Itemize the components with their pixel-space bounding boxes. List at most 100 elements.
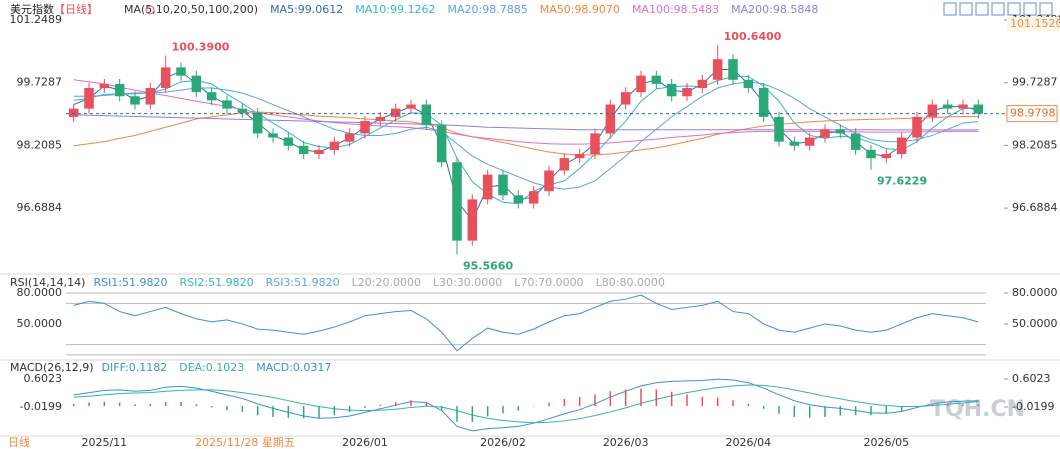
candle-body [942,104,953,109]
candle-body [314,149,324,155]
candle-body [406,104,416,109]
icon[interactable] [975,2,989,16]
candle-body [682,88,692,97]
candle-body [927,104,938,117]
y-tick-label: -0.0199 [20,400,62,413]
x-tick-label: 2026/04 [725,436,771,449]
candle-body [344,133,355,142]
candle-body [160,67,171,89]
candle-body [283,137,294,146]
y-tick-label: 50.0000 [17,317,63,330]
cursor-date: 2025/11/28 星期五 [195,436,295,449]
y-tick-label-right: 96.6884 [1012,201,1058,214]
low-annotation: 95.5660 [463,259,513,272]
candle-body [590,133,600,155]
candle-body [206,92,217,101]
series-line [73,294,979,352]
series-line [73,384,979,424]
marker-price-label: 101.1520 [1010,17,1060,30]
legend-entry: MA200:98.5848 [731,3,818,16]
candle-body [513,195,524,204]
candle-body [360,121,370,134]
legend-entry: DIFF:0.1182 [102,361,168,374]
icon[interactable] [959,2,973,16]
period-label: 【日线】 [54,2,98,16]
x-tick-label: 2025/11 [81,436,127,449]
period-tag[interactable]: 日线 [8,435,30,449]
high-annotation: 100.6400 [724,30,782,43]
candle-body [176,67,186,76]
icon[interactable] [943,2,957,16]
low-annotation: 97.6229 [877,175,927,188]
candle-body [390,108,401,117]
candle-body [804,137,815,146]
candle-body [774,116,784,142]
candle-body [252,112,263,134]
y-tick-label: 80.0000 [17,286,63,299]
legend-entry: RSI1:51.9820 [93,276,167,289]
candle-body [482,174,493,200]
candle-body [114,83,125,97]
chart-title: 美元指数 [10,2,54,16]
candle-body [866,149,876,159]
candle-body [298,145,309,155]
high-annotation: 100.3900 [172,40,230,53]
level-label: L70:70.0000 [514,276,583,289]
candle-body [958,104,968,109]
legend-entry: RSI2:51.9820 [180,276,254,289]
candle-body [99,83,110,89]
candle-body [222,100,232,109]
candle-body [528,191,539,204]
series-line [73,378,979,432]
candle-body [498,174,508,196]
panel-title: MACD(26,12,9) [10,361,94,374]
candle-body [329,141,340,150]
candle-body [237,108,248,113]
toolbar-icons[interactable] [943,2,1053,16]
level-label: L80:80.0000 [596,276,665,289]
candle-body [436,125,447,163]
icon[interactable] [1039,2,1053,16]
x-tick-label: 2026/01 [342,436,388,449]
legend-entry: MA5:99.0612 [270,3,343,16]
candle-body [789,141,800,146]
candle-body [712,59,723,80]
y-tick-label-right: 80.0000 [1012,286,1058,299]
candle-body [84,88,94,109]
candle-body [743,79,754,89]
legend-entry: MA100:98.5483 [632,3,719,16]
y-tick-label-right: 99.7287 [1012,76,1058,89]
candle-body [620,92,631,105]
candle-body [574,154,585,159]
y-tick-label: 99.7287 [17,76,63,89]
x-tick-label: 2026/02 [480,436,526,449]
series-line [73,81,979,190]
candle-body [605,104,616,134]
candle-body [666,83,677,97]
candle-body [881,154,892,159]
x-tick-label: 2026/05 [863,436,909,449]
panel-title: RSI(14,14,14) [10,276,85,289]
series-line [73,75,979,205]
candle-body [651,75,662,84]
icon[interactable] [1023,2,1037,16]
candle-body [850,133,861,150]
legend-entry: MACD:0.0317 [256,361,331,374]
current-price-box [1006,105,1058,123]
y-tick-label-right: -0.0199 [1012,400,1054,413]
icon[interactable] [991,2,1005,16]
candle-body [758,88,769,117]
candle-body [559,158,570,171]
icon[interactable] [1007,2,1021,16]
candle-body [835,129,846,134]
y-tick-label: 96.6884 [17,201,63,214]
level-label: L30:30.0000 [433,276,502,289]
level-label: L20:20.0000 [352,276,421,289]
candle-body [467,199,478,241]
candle-body [896,137,907,155]
candle-body [268,133,278,138]
legend-entry: DEA:0.1023 [179,361,244,374]
y-tick-label-right: 0.6023 [1012,372,1051,385]
ma-label: MA(5,10,20,50,100,200) [124,3,258,16]
